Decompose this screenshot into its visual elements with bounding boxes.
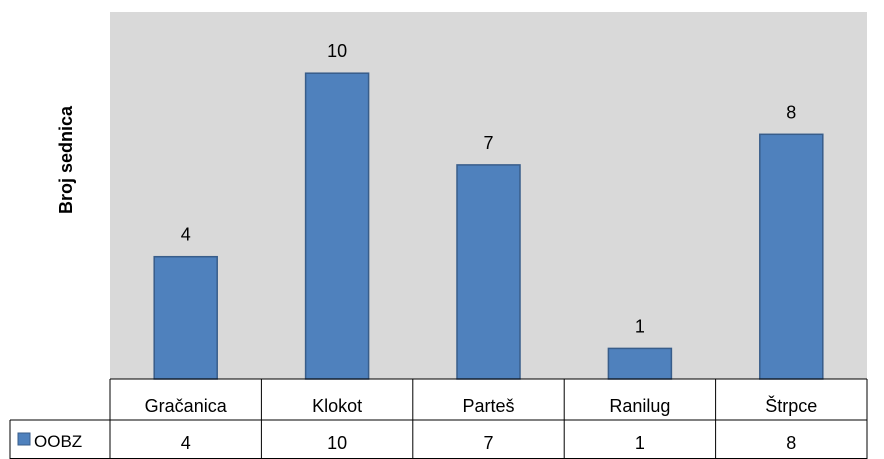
category-label-5: Štrpce: [765, 395, 817, 416]
category-label-2: Klokot: [312, 396, 362, 416]
bar-4: [607, 347, 673, 380]
bar-2: [304, 72, 370, 380]
table-value-1: 4: [181, 433, 191, 453]
bars: [153, 72, 824, 380]
bar-1: [153, 255, 218, 380]
table-value-5: 8: [786, 433, 796, 453]
y-axis-label: Broj sednica: [56, 105, 76, 214]
bar-3: [456, 164, 521, 380]
legend-series-name: OOBZ: [34, 432, 82, 451]
category-label-3: Parteš: [462, 396, 514, 416]
data-label-1: 4: [181, 225, 191, 245]
table-value-3: 7: [483, 433, 493, 453]
table-value-2: 10: [327, 433, 347, 453]
data-table: Gračanica 4 Klokot 10 Parteš 7 Ranilug 1 Štrpce 8…: [9, 378, 868, 459]
data-labels: 4 10 7 1 8: [181, 41, 797, 336]
bar-5: [759, 133, 824, 380]
category-label-1: Gračanica: [145, 396, 228, 416]
data-label-4: 1: [635, 316, 645, 336]
category-label-4: Ranilug: [609, 396, 670, 416]
data-label-5: 8: [786, 102, 796, 122]
data-label-3: 7: [483, 133, 493, 153]
table-value-4: 1: [635, 433, 645, 453]
data-label-2: 10: [327, 41, 347, 61]
legend-swatch: [17, 432, 31, 446]
